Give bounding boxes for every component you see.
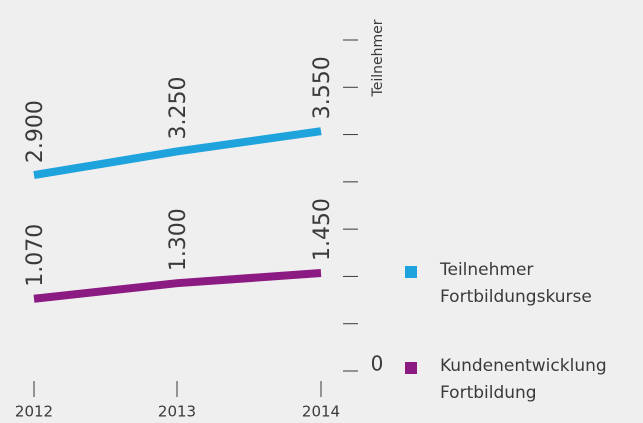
data-label: 2.900 <box>23 100 48 163</box>
legend-swatch <box>405 362 417 374</box>
series-line <box>33 127 322 180</box>
data-label: 1.070 <box>23 224 48 287</box>
y-tick-label: 0 <box>371 352 384 376</box>
x-tick-label: 2013 <box>158 403 196 421</box>
series-line <box>33 269 322 303</box>
x-tick-label: 2014 <box>302 403 340 421</box>
y-axis-label: Teilnehmer <box>370 19 386 97</box>
data-label: 3.250 <box>166 76 191 139</box>
data-label: 3.550 <box>310 56 335 119</box>
legend-label: Kundenentwicklung Fortbildung <box>440 356 607 403</box>
legend-swatch <box>405 266 417 278</box>
data-label: 1.300 <box>166 208 191 271</box>
data-label: 1.450 <box>310 198 335 261</box>
x-tick-label: 2012 <box>15 403 53 421</box>
legend-label: Teilnehmer Fortbildungskurse <box>440 260 592 307</box>
